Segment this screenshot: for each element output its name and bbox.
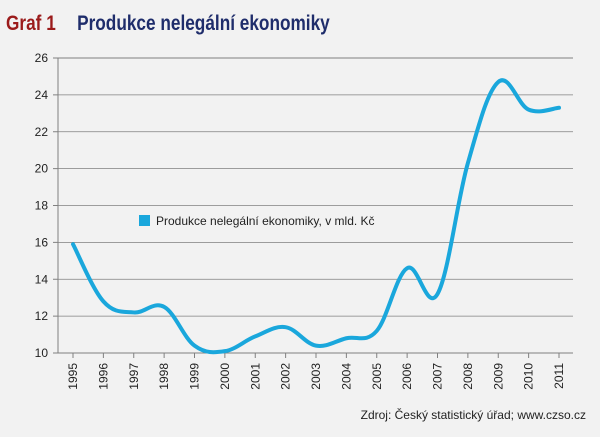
x-tick-label: 1997 (127, 363, 141, 390)
x-tick-label: 2004 (339, 363, 353, 390)
source-note: Zdroj: Český statistický úřad; www.czso.… (360, 408, 586, 422)
x-tick-label: 2007 (431, 363, 445, 390)
y-tick-label: 26 (35, 51, 49, 65)
x-tick-label: 1999 (188, 363, 202, 390)
x-tick-label: 2010 (522, 363, 536, 390)
chart-header: Graf 1 Produkce nelegální ekonomiky (6, 12, 330, 36)
legend-label: Produkce nelegální ekonomiky, v mld. Kč (156, 214, 375, 228)
series-line (71, 78, 561, 355)
y-tick-label: 10 (35, 346, 49, 360)
y-tick-label: 14 (35, 272, 49, 286)
graf-number: Graf 1 (6, 12, 56, 35)
x-tick-label: 2006 (400, 363, 414, 390)
series-group (71, 78, 561, 355)
y-tick-label: 22 (35, 125, 49, 139)
legend-swatch (139, 215, 150, 226)
y-tick-label: 20 (35, 162, 49, 176)
x-tick-label: 2009 (491, 363, 505, 390)
x-tick-label: 2005 (370, 363, 384, 390)
x-tick-label: 2000 (218, 363, 232, 390)
x-tick-label: 2002 (279, 363, 293, 390)
x-tick-label: 2008 (461, 363, 475, 390)
y-tick-label: 24 (35, 88, 49, 102)
x-axis-ticks: 1995 1996 1997 1998 1999 2000 2001 2002 2003 2004… (66, 353, 566, 390)
chart-title: Produkce nelegální ekonomiky (77, 12, 330, 35)
x-tick-label: 2003 (309, 363, 323, 390)
x-tick-label: 2011 (552, 363, 566, 389)
x-tick-label: 2001 (248, 363, 262, 390)
y-tick-label: 16 (35, 235, 49, 249)
grid-lines (58, 94, 573, 317)
y-tick-label: 18 (35, 199, 49, 213)
legend: Produkce nelegální ekonomiky, v mld. Kč (139, 214, 375, 228)
x-tick-label: 1995 (66, 363, 80, 390)
y-axis-ticks: 10 12 14 16 18 20 22 24 26 (35, 51, 58, 360)
x-tick-label: 1998 (157, 363, 171, 390)
x-tick-label: 1996 (96, 363, 110, 390)
y-tick-label: 12 (35, 309, 49, 323)
